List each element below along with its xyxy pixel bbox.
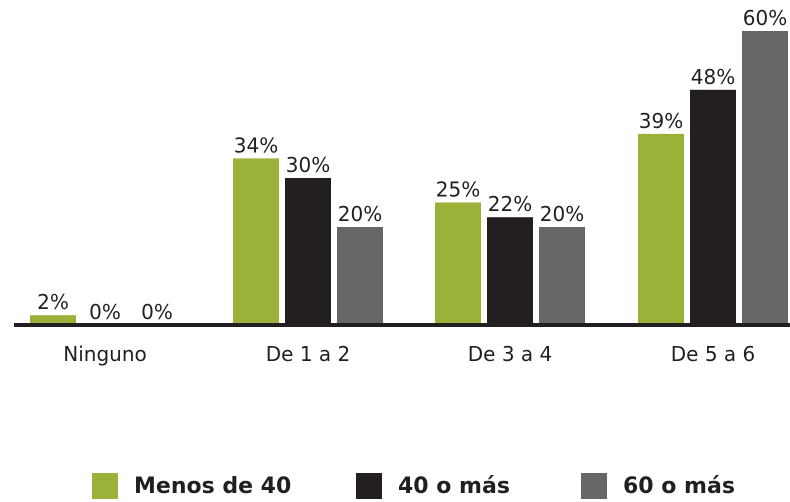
x-axis-baseline [14, 323, 790, 327]
bar-4-series-2 [690, 89, 736, 325]
data-label-3-series-1: 25% [436, 178, 480, 202]
bar-chart: 2% 0% 0% Ninguno 34% 30% 20% De 1 a 2 25% 22% 20% D… [14, 6, 790, 366]
bar-1-series-1 [30, 315, 76, 325]
data-label-1-series-3: 0% [141, 300, 173, 324]
legend-label-60-o-mas: 60 o más [623, 473, 735, 499]
data-label-4-series-1: 39% [639, 109, 683, 133]
data-label-2-series-3: 20% [338, 202, 382, 226]
data-label-2-series-1: 34% [234, 133, 278, 157]
bar-3-series-3 [539, 227, 585, 325]
data-label-3-series-2: 22% [488, 192, 532, 216]
data-label-1-series-2: 0% [89, 300, 121, 324]
bar-4-series-1 [638, 133, 684, 325]
legend-item-40-o-mas: 40 o más [356, 471, 510, 501]
legend-item-60-o-mas: 60 o más [581, 471, 735, 501]
legend: Menos de 40 40 o más 60 o más [0, 471, 790, 501]
category-label-1: Ninguno [63, 342, 146, 366]
bar-2-series-2 [285, 178, 331, 325]
bar-2-series-3 [337, 227, 383, 325]
bar-3-series-1 [435, 202, 481, 325]
bar-4-series-3 [742, 31, 788, 325]
legend-swatch-40-o-mas [356, 473, 382, 499]
data-label-3-series-3: 20% [540, 202, 584, 226]
category-label-3: De 3 a 4 [468, 342, 552, 366]
data-label-4-series-3: 60% [743, 6, 787, 30]
bar-2-series-1 [233, 158, 279, 325]
category-label-2: De 1 a 2 [266, 342, 350, 366]
category-label-4: De 5 a 6 [671, 342, 755, 366]
legend-label-menos-de-40: Menos de 40 [134, 473, 292, 499]
data-label-4-series-2: 48% [691, 65, 735, 89]
legend-item-menos-de-40: Menos de 40 [92, 471, 291, 501]
data-label-1-series-1: 2% [37, 290, 69, 314]
legend-swatch-menos-de-40 [92, 473, 118, 499]
legend-label-40-o-mas: 40 o más [398, 473, 510, 499]
bar-3-series-2 [487, 217, 533, 325]
data-label-2-series-2: 30% [286, 153, 330, 177]
legend-swatch-60-o-mas [581, 473, 607, 499]
